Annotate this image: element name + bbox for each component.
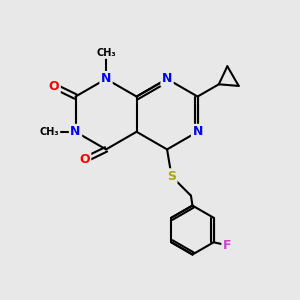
Text: O: O [79, 153, 90, 167]
Text: O: O [49, 80, 59, 93]
Text: F: F [223, 239, 231, 252]
Text: N: N [162, 72, 172, 86]
Text: N: N [192, 125, 203, 138]
Text: S: S [167, 170, 176, 183]
Text: CH₃: CH₃ [96, 48, 116, 58]
Text: N: N [101, 72, 111, 86]
Text: N: N [70, 125, 81, 138]
Text: CH₃: CH₃ [39, 127, 59, 137]
